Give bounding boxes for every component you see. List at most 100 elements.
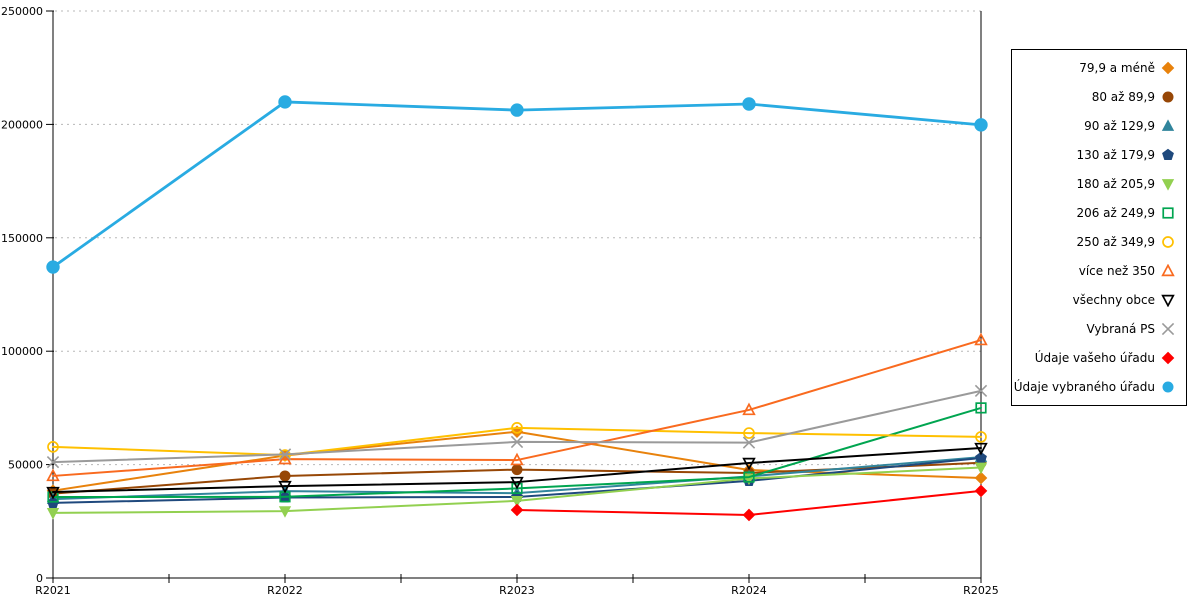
diamond-legend-icon: [1161, 61, 1175, 75]
legend-label: 250 až 349,9: [1076, 235, 1155, 249]
series-line: [52, 447, 982, 494]
legend-label: 90 až 129,9: [1084, 119, 1155, 133]
legend-item: 90 až 129,9: [1012, 112, 1186, 141]
triangle-down-marker: [974, 442, 988, 456]
x-tick-label: R2024: [731, 584, 767, 597]
series-11: [510, 484, 988, 522]
legend-item: Údaje vybraného úřadu: [1012, 373, 1186, 402]
x-tick-label: R2023: [499, 584, 535, 597]
legend-label: 79,9 a méně: [1079, 61, 1155, 75]
circle-marker: [46, 260, 60, 274]
series-1: [46, 425, 988, 497]
series-8: [46, 332, 988, 482]
series-12: [46, 95, 988, 274]
legend-label: 206 až 249,9: [1076, 206, 1155, 220]
square-legend-icon: [1162, 207, 1174, 219]
circle-marker: [278, 95, 292, 109]
circle-marker: [974, 118, 988, 132]
diamond-legend-icon: [1161, 351, 1175, 365]
legend-item: 180 až 205,9: [1012, 170, 1186, 199]
pentagon-legend-icon: [1162, 148, 1174, 161]
circle-legend-icon: [1162, 91, 1174, 103]
legend-label: Údaje vašeho úřadu: [1034, 351, 1155, 365]
series-line: [51, 100, 983, 269]
triangle-marker: [1161, 119, 1175, 131]
y-tick-label: 250000: [1, 5, 43, 18]
y-tick-label: 50000: [8, 459, 43, 472]
triangle-down-marker: [742, 457, 756, 471]
circle-marker: [1162, 91, 1174, 103]
x-marker: [742, 436, 756, 449]
triangle-marker: [1161, 264, 1175, 277]
y-tick-label: 0: [36, 572, 43, 585]
pentagon-marker: [975, 451, 987, 464]
legend-label: 130 až 179,9: [1076, 148, 1155, 162]
legend-item: Údaje vašeho úřadu: [1012, 344, 1186, 373]
circle-marker: [510, 103, 524, 117]
diamond-marker: [974, 484, 988, 498]
square-marker: [743, 471, 755, 483]
circle-marker: [279, 470, 291, 482]
diamond-marker: [1161, 351, 1175, 365]
legend-item: více než 350: [1012, 257, 1186, 286]
triangle-down-marker: [510, 496, 524, 508]
legend-label: více než 350: [1078, 264, 1155, 278]
x-marker: [46, 455, 60, 469]
diamond-marker: [1161, 61, 1175, 75]
triangle-down-legend-icon: [1161, 294, 1175, 307]
diamond-marker: [974, 471, 988, 485]
triangle-down-legend-icon: [1161, 179, 1175, 191]
series-line: [52, 339, 982, 477]
circle-marker: [742, 97, 756, 111]
square-marker: [975, 402, 987, 414]
x-marker: [510, 435, 524, 449]
legend-label: Údaje vybraného úřadu: [1013, 380, 1155, 394]
circle-marker: [975, 431, 987, 443]
legend-item: 206 až 249,9: [1012, 199, 1186, 228]
x-tick-label: R2022: [267, 584, 303, 597]
legend-label: 80 až 89,9: [1091, 90, 1155, 104]
y-tick-label: 100000: [1, 345, 43, 358]
legend-label: všechny obce: [1072, 293, 1155, 307]
x-tick-label: R2021: [35, 584, 71, 597]
triangle-marker: [46, 468, 60, 482]
square-marker: [1162, 207, 1174, 219]
y-tick-label: 200000: [1, 118, 43, 131]
triangle-down-marker: [510, 476, 524, 490]
diamond-marker: [510, 503, 524, 517]
chart-legend: 79,9 a méně 80 až 89,9 90 až 129,9 130 až 1…: [1011, 49, 1187, 406]
legend-item: 250 až 349,9: [1012, 228, 1186, 257]
triangle-legend-icon: [1161, 119, 1175, 131]
triangle-marker: [278, 451, 292, 465]
triangle-down-marker: [278, 480, 292, 494]
square-marker: [511, 482, 523, 495]
y-tick-label: 150000: [1, 232, 43, 245]
triangle-down-marker: [46, 486, 60, 500]
x-legend-icon: [1161, 322, 1175, 336]
legend-item: 79,9 a méně: [1012, 54, 1186, 83]
series-10: [46, 384, 988, 469]
circle-marker: [47, 441, 59, 453]
triangle-down-marker: [1161, 294, 1175, 307]
x-marker: [974, 384, 988, 398]
triangle-marker: [974, 332, 988, 346]
circle-marker: [511, 464, 523, 476]
x-marker: [278, 448, 292, 461]
circle-legend-icon: [1162, 381, 1174, 393]
circle-marker: [511, 422, 523, 434]
legend-label: 180 až 205,9: [1076, 177, 1155, 191]
pentagon-marker: [1162, 148, 1174, 161]
triangle-marker: [510, 452, 524, 466]
triangle-down-marker: [278, 506, 292, 518]
legend-item: všechny obce: [1012, 286, 1186, 315]
series-line: [52, 426, 982, 457]
legend-label: Vybraná PS: [1086, 322, 1155, 336]
triangle-down-marker: [1161, 179, 1175, 191]
triangle-legend-icon: [1161, 264, 1175, 277]
legend-item: 130 až 179,9: [1012, 141, 1186, 170]
circle-marker: [1162, 381, 1174, 393]
x-marker: [1161, 322, 1175, 336]
triangle-down-marker: [46, 508, 60, 520]
